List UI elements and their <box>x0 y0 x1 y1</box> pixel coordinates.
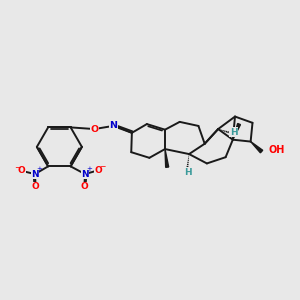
Text: O: O <box>90 124 98 134</box>
Polygon shape <box>250 142 263 153</box>
Text: H: H <box>184 168 191 177</box>
Text: O: O <box>18 167 26 176</box>
Polygon shape <box>165 149 169 167</box>
Text: N: N <box>31 169 39 178</box>
Text: −: − <box>100 162 106 171</box>
Text: −: − <box>14 163 20 172</box>
Text: +: + <box>86 167 92 172</box>
Text: H: H <box>230 128 238 137</box>
Text: O: O <box>32 182 40 191</box>
Text: N: N <box>109 122 117 130</box>
Text: O: O <box>80 182 88 191</box>
Text: +: + <box>36 167 42 172</box>
Text: O: O <box>94 166 102 175</box>
Polygon shape <box>233 124 241 140</box>
Text: OH: OH <box>269 145 285 155</box>
Text: N: N <box>81 169 89 178</box>
